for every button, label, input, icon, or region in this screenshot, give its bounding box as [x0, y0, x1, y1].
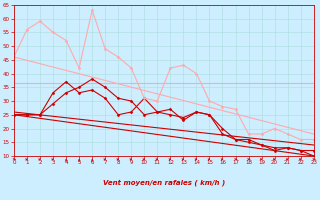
X-axis label: Vent moyen/en rafales ( km/h ): Vent moyen/en rafales ( km/h ) — [103, 179, 225, 186]
